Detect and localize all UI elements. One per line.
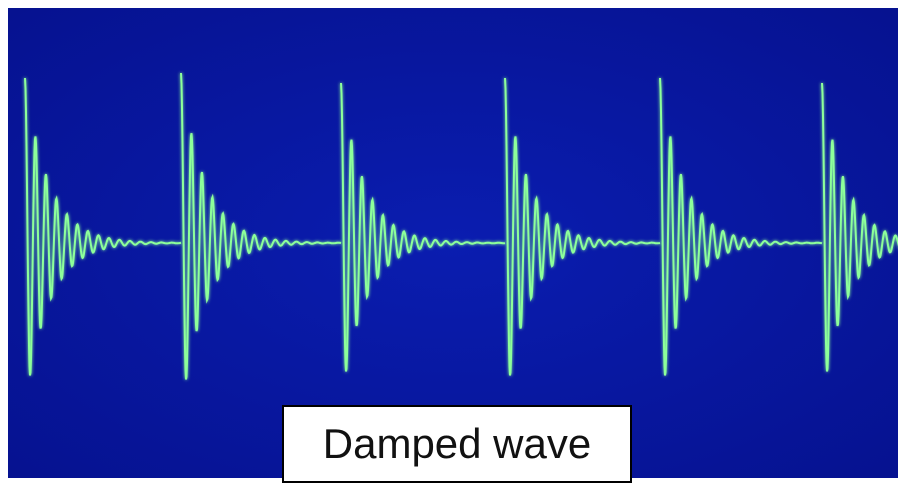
caption: Damped wave	[282, 405, 632, 483]
page: Damped wave (() => { const data = JSON.p…	[0, 0, 898, 485]
